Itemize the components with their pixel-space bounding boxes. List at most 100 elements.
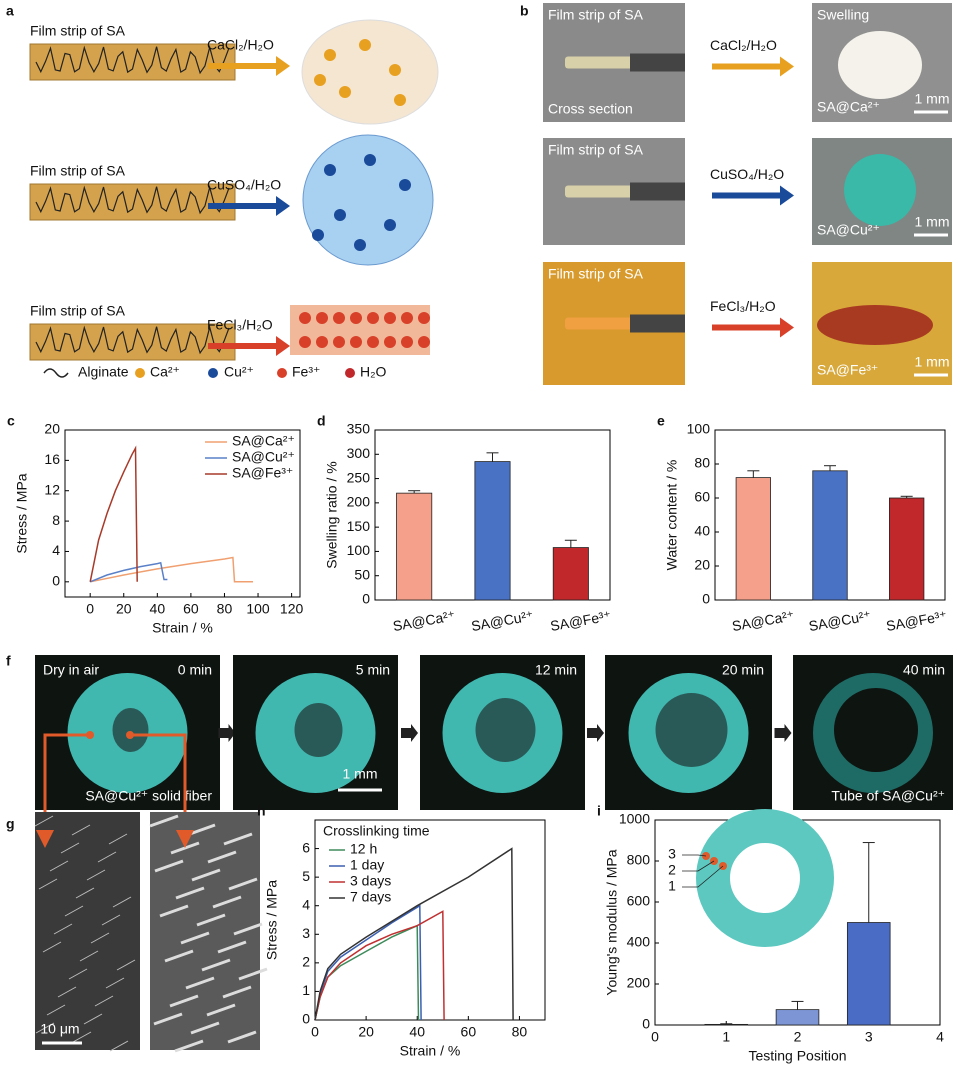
- sem-texture: [233, 922, 263, 936]
- error-bar: [564, 539, 577, 548]
- y-tick-label: 3: [302, 925, 310, 941]
- inset-ring: [696, 809, 834, 947]
- inset-leader: [682, 860, 715, 872]
- x-tick-label: SA@Cu²⁺: [807, 607, 872, 634]
- x-tick-label: SA@Cu²⁺: [470, 607, 535, 634]
- sem-texture: [159, 904, 189, 918]
- fiber: [565, 56, 635, 69]
- sem-texture: [68, 968, 88, 980]
- x-tick-label: 120: [280, 601, 304, 617]
- pointer: [130, 733, 187, 830]
- y-tick-label: 100: [687, 421, 711, 437]
- line: [89, 561, 168, 583]
- y-tick-label: 0: [642, 1016, 650, 1032]
- x-tick-label: SA@Fe³⁺: [549, 608, 612, 634]
- label: 1 mm: [915, 354, 950, 370]
- legend-dot: [277, 368, 287, 378]
- error-bar: [900, 495, 913, 498]
- fe-ion: [333, 336, 345, 348]
- error-bar: [486, 452, 499, 462]
- y-tick-label: 400: [627, 934, 651, 950]
- label: Strain / %: [152, 620, 213, 636]
- sem-texture: [38, 878, 58, 890]
- line: [314, 910, 445, 1021]
- ca-ion: [324, 49, 336, 61]
- fe-ion: [299, 312, 311, 324]
- sem-texture: [185, 976, 215, 990]
- y-tick-label: 1000: [619, 811, 650, 827]
- label: f: [6, 653, 11, 669]
- label: Fe³⁺: [292, 364, 320, 380]
- label: b: [520, 3, 529, 19]
- label: Testing Position: [748, 1048, 846, 1064]
- x-tick-label: SA@Ca²⁺: [392, 607, 457, 634]
- film-strip: [29, 43, 236, 81]
- error-bar: [408, 490, 421, 494]
- fiber: [565, 317, 635, 330]
- label: d: [317, 413, 326, 429]
- y-tick-label: 250: [347, 469, 371, 485]
- sem-image: [35, 812, 140, 1050]
- sem-texture: [90, 932, 110, 944]
- fe-ion: [367, 312, 379, 324]
- label: Film strip of SA: [30, 23, 126, 39]
- sem-texture: [79, 950, 99, 962]
- label: Crosslinking time: [323, 823, 430, 839]
- cu-ion: [334, 209, 346, 221]
- gel: [838, 31, 922, 99]
- fe-ion: [350, 312, 362, 324]
- label: Film strip of SA: [548, 142, 644, 158]
- legend-dot: [345, 368, 355, 378]
- x-tick-label: SA@Ca²⁺: [731, 607, 796, 634]
- tweezer: [630, 182, 685, 201]
- sem-texture: [109, 1040, 129, 1052]
- label: 1: [668, 878, 676, 894]
- cu-gel: [302, 134, 434, 266]
- legend-label: SA@Cu²⁺: [232, 449, 295, 465]
- sem-texture: [174, 1039, 204, 1053]
- x-tick-label: 0: [651, 1029, 659, 1045]
- sem-texture: [190, 1021, 220, 1035]
- sem-texture: [57, 986, 77, 998]
- pointer-head: [176, 830, 194, 848]
- arrow-head: [276, 336, 290, 356]
- y-tick-label: 4: [302, 896, 310, 912]
- label: SA@Ca²⁺: [817, 99, 880, 115]
- y-tick-label: 0: [702, 591, 710, 607]
- x-tick-label: 2: [794, 1029, 802, 1045]
- y-tick-label: 20: [44, 421, 60, 437]
- x-tick-label: 80: [512, 1024, 528, 1040]
- label: Dry in air: [43, 662, 99, 678]
- y-tick-label: 8: [52, 512, 60, 528]
- fe-ion: [401, 312, 413, 324]
- x-tick-label: 60: [183, 601, 199, 617]
- ca-gel: [301, 19, 439, 125]
- label: Ca²⁺: [150, 364, 180, 380]
- label: 40 min: [903, 662, 945, 678]
- y-tick-label: 5: [302, 868, 310, 884]
- cu-ion: [399, 179, 411, 191]
- bar: [552, 547, 589, 601]
- label: g: [6, 816, 15, 832]
- sem-texture: [222, 985, 252, 999]
- y-tick-label: 150: [347, 518, 371, 534]
- y-tick-label: 4: [52, 542, 60, 558]
- label: FeCl₃/H₂O: [207, 317, 273, 333]
- cu-ion: [312, 229, 324, 241]
- line: [314, 904, 422, 1021]
- error-bar: [720, 1023, 733, 1025]
- y-tick-label: 60: [694, 489, 710, 505]
- bar: [775, 1009, 820, 1026]
- y-tick-label: 0: [52, 573, 60, 589]
- label: Tube of SA@Cu²⁺: [831, 788, 945, 804]
- x-tick-label: 3: [865, 1029, 873, 1045]
- legend-label: 12 h: [350, 841, 377, 857]
- y-tick-label: 40: [694, 523, 710, 539]
- step-arrow: [587, 724, 604, 742]
- cu-ion: [324, 164, 336, 176]
- label: Film strip of SA: [30, 303, 126, 319]
- sem-texture: [154, 859, 184, 873]
- legend-label: 1 day: [350, 857, 384, 873]
- y-tick-label: 50: [354, 566, 370, 582]
- tweezer: [630, 314, 685, 333]
